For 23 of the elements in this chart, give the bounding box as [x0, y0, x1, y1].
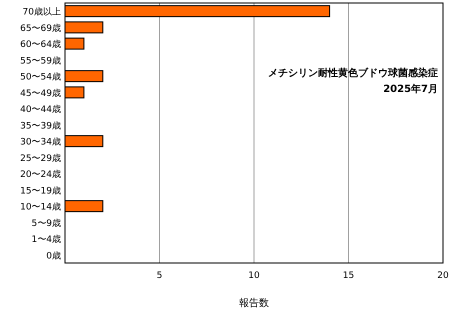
- y-tick-label: 20〜24歳: [20, 169, 61, 180]
- y-tick-label: 0歳: [46, 250, 61, 262]
- y-tick-label: 40〜44歳: [20, 104, 61, 116]
- annotation: 2025年7月: [383, 83, 438, 95]
- y-tick-label: 55〜59歳: [20, 55, 61, 66]
- annotation: メチシリン耐性黄色ブドウ球菌感染症: [268, 67, 438, 79]
- y-tick-label: 70歳以上: [22, 6, 61, 18]
- x-tick-label: 5: [156, 271, 162, 281]
- y-tick-label: 5〜9歳: [32, 218, 61, 229]
- x-tick-label: 20: [437, 271, 449, 281]
- y-tick-label: 10〜14歳: [20, 202, 61, 213]
- y-tick-label: 1〜4歳: [32, 234, 61, 246]
- y-tick-label: 15〜19歳: [20, 185, 61, 196]
- y-tick-label: 65〜69歳: [20, 22, 61, 34]
- y-tick-label: 30〜34歳: [20, 136, 61, 148]
- y-tick-label: 35〜39歳: [20, 120, 61, 132]
- x-tick-label: 10: [248, 271, 260, 281]
- y-tick-label: 50〜54歳: [20, 72, 61, 83]
- x-axis-title: 報告数: [239, 297, 269, 309]
- y-tick-label: 25〜29歳: [20, 152, 61, 164]
- y-tick-label: 60〜64歳: [20, 39, 61, 50]
- x-tick-label: 15: [342, 271, 354, 281]
- y-tick-label: 45〜49歳: [20, 88, 61, 99]
